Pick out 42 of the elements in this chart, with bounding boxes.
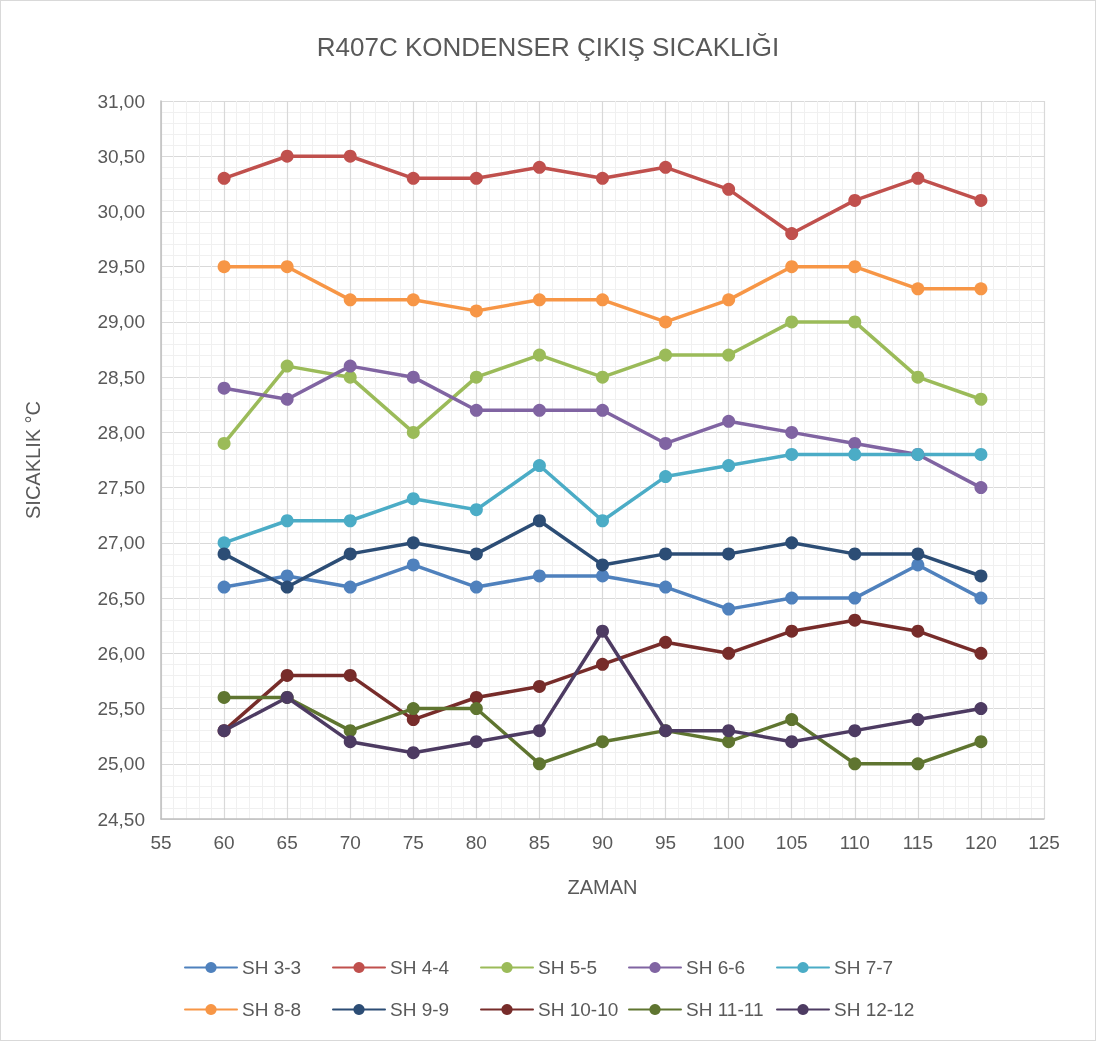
chart-title: R407C KONDENSER ÇIKIŞ SICAKLIĞI	[316, 32, 780, 62]
legend-label: SH 11-11	[686, 999, 764, 1020]
y-tick-label: 27,00	[97, 532, 145, 554]
y-tick-label: 24,50	[97, 808, 145, 830]
x-tick-label: 100	[712, 832, 745, 853]
x-tick-label: 105	[775, 832, 808, 853]
legend-label: SH 12-12	[834, 999, 915, 1020]
x-tick-label: 60	[213, 832, 235, 853]
y-tick-label: 25,00	[97, 753, 145, 775]
y-tick-label: 30,50	[97, 145, 145, 167]
x-tick-label: 85	[528, 832, 550, 853]
legend-label: SH 10-10	[538, 999, 619, 1020]
x-tick-label: 55	[150, 832, 172, 853]
legend-label: SH 6-6	[686, 957, 746, 978]
x-tick-label: 70	[339, 832, 361, 853]
legend-label: SH 8-8	[242, 999, 302, 1020]
x-tick-label: 120	[965, 832, 997, 853]
x-tick-label: 110	[839, 832, 870, 853]
x-tick-label: 90	[591, 832, 614, 853]
legend-label: SH 9-9	[390, 999, 450, 1020]
y-tick-label: 26,50	[97, 587, 145, 609]
y-tick-label: 28,50	[97, 366, 145, 388]
y-tick-label: 26,00	[97, 642, 145, 664]
x-tick-label: 65	[276, 832, 298, 853]
legend-label: SH 5-5	[538, 957, 598, 978]
y-tick-label: 28,00	[97, 421, 145, 443]
x-axis-title: ZAMAN	[567, 876, 638, 898]
legend-label: SH 3-3	[242, 957, 302, 978]
x-tick-label: 95	[655, 832, 677, 853]
y-tick-label: 27,50	[97, 477, 145, 499]
x-tick-label: 80	[465, 832, 487, 853]
y-tick-label: 29,00	[97, 311, 145, 333]
y-axis-title: SICAKLIK °C	[22, 400, 44, 520]
x-tick-label: 115	[902, 832, 934, 853]
y-tick-label: 29,50	[97, 256, 145, 278]
x-tick-label: 125	[1028, 832, 1060, 853]
legend-label: SH 7-7	[834, 957, 894, 978]
legend-label: SH 4-4	[390, 957, 450, 978]
y-tick-label: 30,00	[97, 200, 145, 222]
x-tick-label: 75	[402, 832, 424, 853]
y-tick-label: 31,00	[97, 90, 145, 112]
y-tick-label: 25,50	[97, 698, 145, 720]
